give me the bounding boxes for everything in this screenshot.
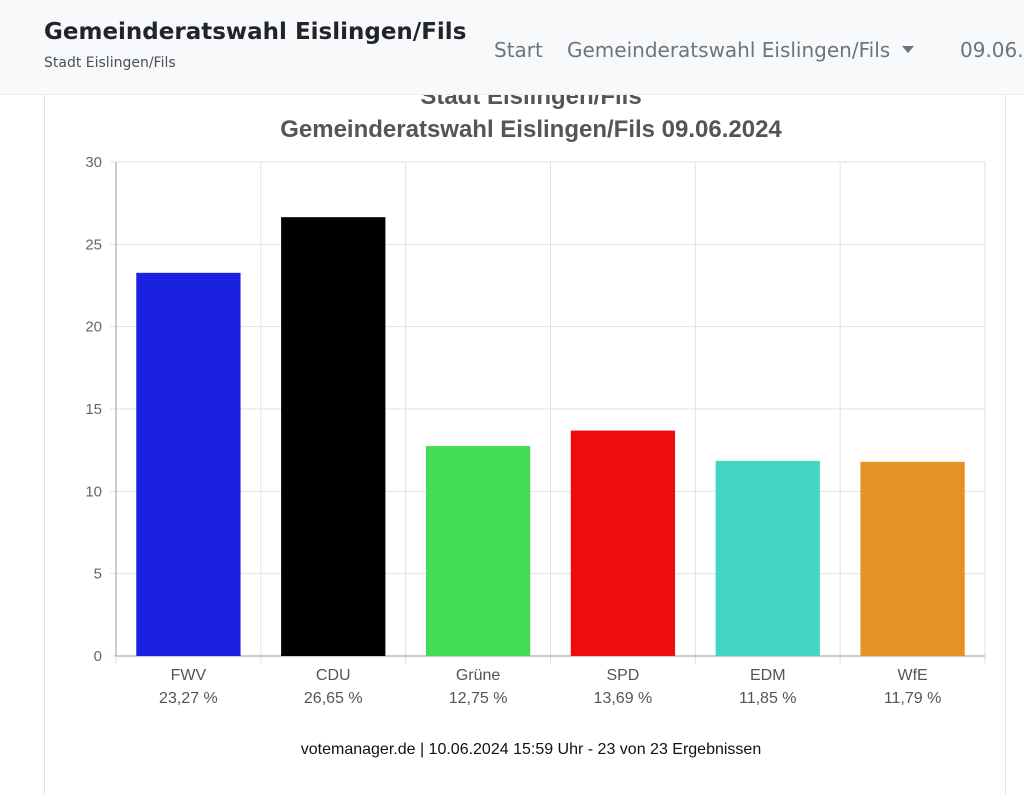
nav-dropdown-label: Gemeinderatswahl Eislingen/Fils: [567, 38, 891, 62]
x-value-label: 11,79 %: [884, 690, 942, 707]
x-value-label: 23,27 %: [159, 690, 218, 707]
y-tick-label: 30: [85, 154, 102, 171]
x-category-label: Grüne: [456, 667, 501, 684]
bar-grüne[interactable]: [425, 446, 531, 656]
nav-dropdown-election[interactable]: Gemeinderatswahl Eislingen/Fils: [567, 38, 915, 62]
x-category-label: SPD: [606, 667, 639, 684]
bar-chart: Stadt Eislingen/Fils Gemeinderatswahl Ei…: [85, 83, 986, 758]
y-tick-label: 20: [85, 319, 102, 336]
x-value-label: 12,75 %: [449, 690, 508, 707]
y-tick-label: 25: [85, 236, 102, 253]
chart-title-line-2: Gemeinderatswahl Eislingen/Fils 09.06.20…: [280, 116, 782, 143]
chart-title-line-1: Stadt Eislingen/Fils: [420, 94, 641, 110]
bar-cdu[interactable]: [281, 217, 386, 656]
bar-edm[interactable]: [715, 460, 820, 656]
x-category-label: WfE: [897, 667, 927, 684]
y-tick-label: 10: [85, 483, 102, 500]
chart-footer: votemanager.de | 10.06.2024 15:59 Uhr - …: [301, 741, 761, 758]
x-category-label: EDM: [750, 667, 786, 684]
y-tick-label: 5: [94, 566, 102, 583]
brand-title[interactable]: Gemeinderatswahl Eislingen/Fils: [44, 19, 467, 45]
caret-down-icon: [902, 46, 915, 53]
x-value-label: 11,85 %: [739, 690, 797, 707]
x-value-label: 13,69 %: [594, 690, 653, 707]
x-category-label: CDU: [316, 667, 351, 684]
bar-fwv[interactable]: [136, 272, 241, 656]
brand-subtitle: Stadt Eislingen/Fils: [44, 55, 176, 71]
x-value-label: 26,65 %: [304, 690, 363, 707]
navbar: Gemeinderatswahl Eislingen/Fils Stadt Ei…: [0, 0, 1024, 95]
x-category-label: FWV: [171, 667, 207, 684]
nav-link-start[interactable]: Start: [494, 38, 543, 62]
y-tick-label: 0: [94, 648, 102, 665]
bar-wfe[interactable]: [860, 461, 965, 656]
nav-link-date[interactable]: 09.06.: [960, 38, 1024, 62]
y-tick-label: 15: [85, 401, 102, 418]
bar-spd[interactable]: [570, 430, 676, 656]
chart-card: Stadt Eislingen/Fils Gemeinderatswahl Ei…: [44, 83, 1006, 794]
